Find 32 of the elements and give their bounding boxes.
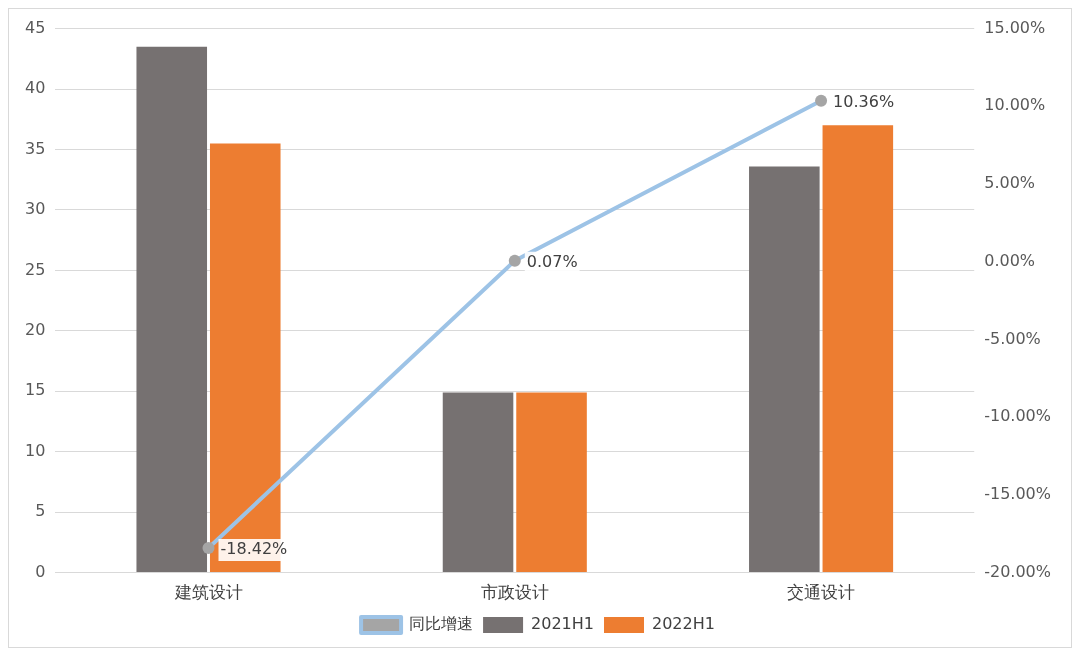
- y-tick-label: 45: [25, 17, 46, 37]
- x-tick-label: 建筑设计: [173, 582, 243, 603]
- y-tick-label: 15: [25, 380, 46, 400]
- y2-tick-label: -10.00%: [984, 406, 1051, 426]
- y-tick-label: 40: [25, 78, 46, 98]
- legend-label: 2022H1: [652, 614, 715, 634]
- bar: [749, 166, 820, 573]
- y2-tick-label: 10.00%: [984, 95, 1046, 115]
- legend-label: 2021H1: [531, 614, 595, 634]
- data-label: 10.36%: [833, 91, 895, 111]
- y-tick-label: 5: [35, 501, 46, 521]
- y-tick-label: 10: [25, 440, 46, 460]
- y-tick-label: 20: [25, 319, 46, 339]
- data-label: 0.07%: [526, 251, 578, 271]
- y2-tick-label: -20.00%: [984, 561, 1051, 581]
- y2-tick-label: 5.00%: [984, 173, 1036, 193]
- y-tick-label: 35: [25, 138, 46, 158]
- bar: [822, 125, 894, 573]
- x-tick-label: 市政设计: [480, 582, 549, 603]
- y2-tick-label: -15.00%: [984, 484, 1051, 504]
- data-label: -18.42%: [220, 539, 288, 559]
- y-tick-label: 0: [35, 561, 46, 581]
- bar: [136, 46, 208, 573]
- bar: [516, 392, 587, 573]
- y-tick-label: 25: [25, 259, 46, 279]
- y2-tick-label: 0.00%: [984, 250, 1036, 270]
- x-tick-label: 交通设计: [787, 582, 856, 603]
- bar: [442, 392, 514, 573]
- y2-tick-label: 15.00%: [984, 17, 1046, 37]
- y2-tick-label: -5.00%: [984, 328, 1041, 348]
- legend-label: 同比增速: [409, 614, 474, 634]
- y-tick-label: 30: [25, 199, 46, 219]
